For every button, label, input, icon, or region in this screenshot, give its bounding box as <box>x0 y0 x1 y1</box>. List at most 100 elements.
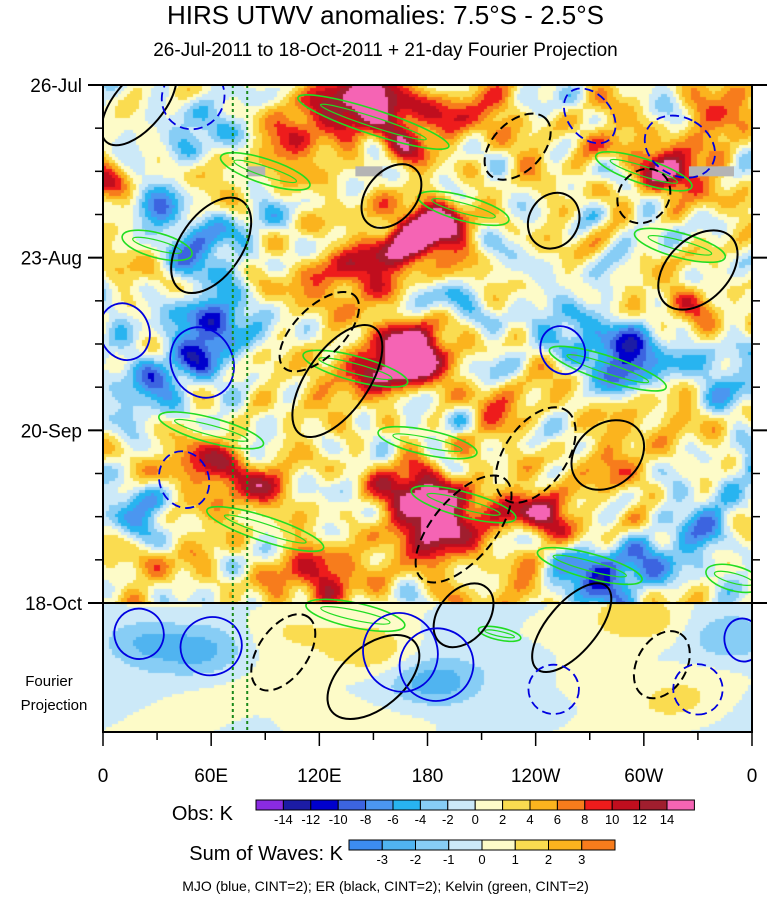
missing-data-bar <box>247 166 266 177</box>
kelvin-contour <box>566 354 650 384</box>
kelvin-contour <box>713 570 752 587</box>
colorbar-tick-label: 6 <box>554 812 561 827</box>
colorbar-swatch <box>502 799 531 811</box>
kelvin-contour <box>132 236 183 255</box>
contour-legend: MJO (blue, CINT=2); ER (black, CINT=2); … <box>182 878 589 894</box>
kelvin-contour <box>158 411 265 450</box>
colorbar-tick-label: 12 <box>632 812 646 827</box>
er-contour <box>657 229 739 311</box>
mjo-contour <box>169 326 235 399</box>
er-contour <box>414 474 513 584</box>
colorbar-swatch <box>514 839 549 851</box>
colorbar-tick-label: 0 <box>472 812 479 827</box>
kelvin-contour <box>633 227 727 264</box>
obs-colorbar: -14 -12 -10 -8 -6 -4 -2 0 2 4 6 8 10 12 14 Obs: K <box>172 799 695 827</box>
colorbar-swatch <box>481 839 516 851</box>
kelvin-contour <box>302 349 409 388</box>
chart-subtitle: 26-Jul-2011 to 18-Oct-2011 + 21-day Four… <box>153 40 618 61</box>
er-contour <box>531 582 613 674</box>
chart-title: HIRS UTWV anomalies: 7.5°S - 2.5°S <box>167 0 604 30</box>
colorbar-swatch <box>529 799 558 811</box>
missing-data-bar <box>688 166 734 177</box>
colorbar-tick-label: -2 <box>442 812 454 827</box>
colorbar-tick-label: 0 <box>478 852 485 867</box>
colorbar-swatch <box>348 839 383 851</box>
colorbar-swatch <box>255 799 284 811</box>
kelvin-contour <box>431 197 496 219</box>
colorbar-tick-label: -2 <box>410 852 422 867</box>
waves-colorbar: -3 -2 -1 0 1 2 3 Sum of Waves: K <box>189 839 616 867</box>
colorbar-tick-label: -4 <box>415 812 427 827</box>
colorbar-swatch <box>282 799 312 811</box>
colorbar-tick-label: 8 <box>581 812 588 827</box>
colorbar-tick-label: 2 <box>545 852 552 867</box>
mjo-contour <box>527 663 580 715</box>
mjo-contour <box>103 302 151 361</box>
colorbar-tick-label: -14 <box>274 812 293 827</box>
er-contour <box>103 85 178 147</box>
er-contour <box>278 290 361 373</box>
colorbar-swatch <box>310 799 339 811</box>
colorbar-tick-label: -1 <box>443 852 455 867</box>
kelvin-contour <box>417 190 510 227</box>
kelvin-contour <box>223 514 307 544</box>
y-tick-label: 23-Aug <box>21 249 82 270</box>
colorbar-swatch <box>548 839 583 851</box>
x-tick-label: 120W <box>511 766 561 787</box>
kelvin-contour <box>219 151 311 191</box>
er-contour <box>432 582 495 649</box>
colorbar-swatch <box>448 839 483 851</box>
er-contour <box>483 112 552 181</box>
x-tick-label: 180 <box>412 766 444 787</box>
contour-overlays <box>103 85 752 721</box>
colorbar-swatch <box>447 799 476 811</box>
x-tick-label: 60E <box>194 766 228 787</box>
colorbar-swatch <box>639 799 668 811</box>
kelvin-contour <box>206 505 325 553</box>
colorbar-swatch <box>365 799 394 811</box>
x-tick-label: 0 <box>747 766 758 787</box>
mjo-contour <box>539 325 587 376</box>
colorbar-swatch <box>581 839 616 851</box>
colorbar-tick-label: 14 <box>660 812 674 827</box>
mjo-contour <box>672 663 724 716</box>
colorbar-swatch <box>666 799 695 811</box>
er-contour <box>170 196 253 295</box>
colorbar-swatch <box>337 799 367 811</box>
mjo-contour <box>362 612 439 693</box>
kelvin-contour <box>392 433 463 453</box>
kelvin-contour <box>233 159 298 184</box>
colorbar-tick-label: 3 <box>578 852 585 867</box>
colorbar-swatch <box>584 799 613 811</box>
kelvin-contour <box>377 425 478 460</box>
kelvin-contour <box>320 605 391 625</box>
mjo-contour <box>160 85 226 131</box>
kelvin-contour <box>318 357 393 381</box>
anomaly-field <box>103 85 752 732</box>
colorbar-tick-label: -6 <box>387 812 399 827</box>
kelvin-contour <box>477 625 522 643</box>
mjo-contour <box>179 616 243 677</box>
y-tick-label: 18-Oct <box>25 594 83 615</box>
colorbar-tick-label: -10 <box>329 812 348 827</box>
er-contour <box>494 406 577 504</box>
colorbar-swatch <box>611 799 641 811</box>
kelvin-contour <box>705 563 752 594</box>
kelvin-contour <box>297 94 450 150</box>
colorbar-tick-label: -8 <box>360 812 372 827</box>
colorbar-tick-label: -3 <box>376 852 388 867</box>
colorbar-label: Obs: K <box>172 803 234 825</box>
er-contour <box>250 613 317 692</box>
x-tick-label: 0 <box>98 766 109 787</box>
colorbar-swatch <box>419 799 449 811</box>
kelvin-contour <box>426 492 501 516</box>
projection-label: Fourier <box>25 673 73 690</box>
colorbar-tick-label: 4 <box>526 812 533 827</box>
colorbar-swatch <box>381 839 416 851</box>
kelvin-contour <box>410 485 517 524</box>
er-contour <box>360 163 423 229</box>
colorbar-swatch <box>474 799 504 811</box>
kelvin-contour <box>536 546 643 586</box>
colorbar-tick-label: 10 <box>605 812 619 827</box>
